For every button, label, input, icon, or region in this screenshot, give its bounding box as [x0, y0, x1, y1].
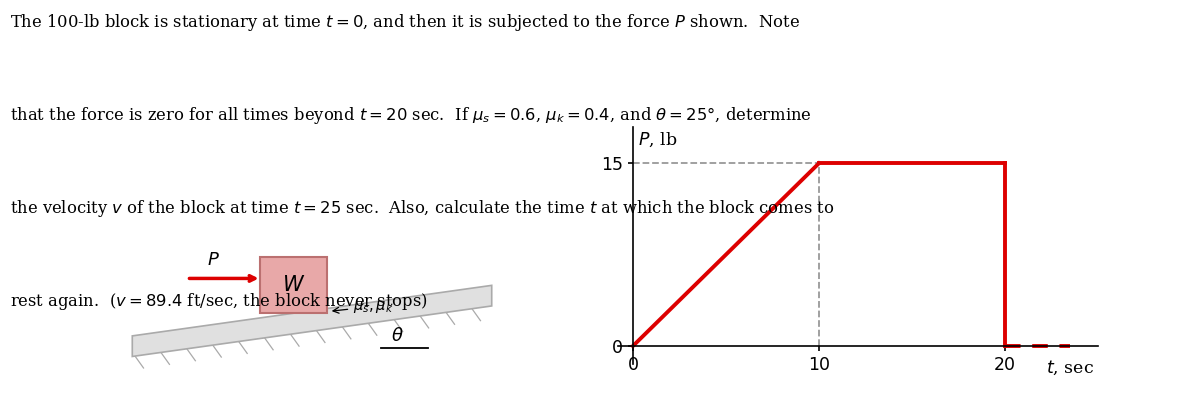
Text: $P$, lb: $P$, lb	[638, 130, 678, 149]
Text: The 100-lb block is stationary at time $t = 0$, and then it is subjected to the : The 100-lb block is stationary at time $…	[10, 12, 799, 33]
Polygon shape	[259, 257, 326, 313]
Text: $P$: $P$	[208, 251, 220, 269]
Text: that the force is zero for all times beyond $t = 20$ sec.  If $\mu_s = 0.6$, $\m: that the force is zero for all times bey…	[10, 105, 811, 126]
Text: $t$, sec: $t$, sec	[1046, 358, 1094, 377]
Text: $\mu_s, \mu_k$: $\mu_s, \mu_k$	[332, 299, 394, 314]
Polygon shape	[132, 286, 492, 356]
Text: the velocity $v$ of the block at time $t = 25$ sec.  Also, calculate the time $t: the velocity $v$ of the block at time $t…	[10, 198, 834, 219]
Text: $\theta$: $\theta$	[391, 327, 403, 345]
Text: $W$: $W$	[282, 275, 305, 295]
Text: rest again.  ($v = 89.4$ ft/sec, the block never stops): rest again. ($v = 89.4$ ft/sec, the bloc…	[10, 291, 427, 312]
